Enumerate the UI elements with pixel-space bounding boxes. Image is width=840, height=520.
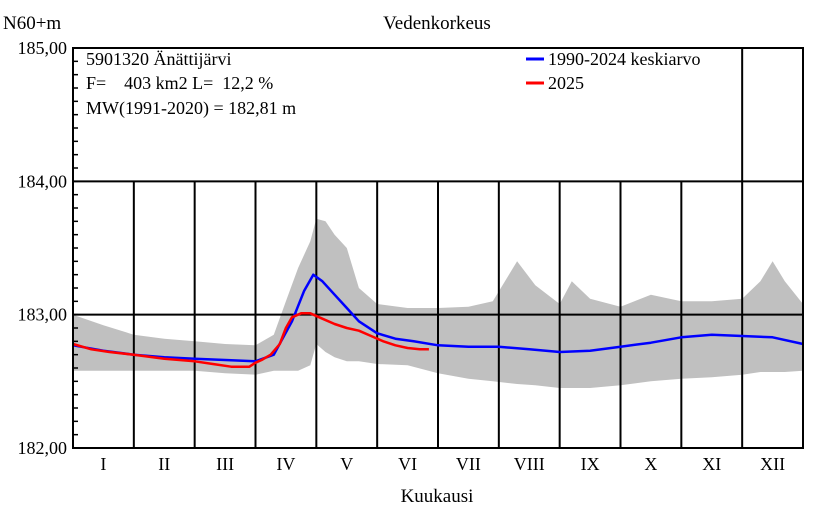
x-tick-label: VI bbox=[398, 454, 417, 474]
x-tick-label: II bbox=[158, 454, 170, 474]
x-tick-label: XI bbox=[702, 454, 721, 474]
x-tick-label: V bbox=[340, 454, 353, 474]
series-line-2025 bbox=[72, 312, 429, 368]
x-tick-label: VIII bbox=[514, 454, 545, 474]
station-area-info: F= 403 km2 L= 12,2 % bbox=[86, 73, 273, 93]
legend-label-2025: 2025 bbox=[548, 73, 584, 93]
legend-label-mean: 1990-2024 keskiarvo bbox=[548, 49, 700, 69]
plot-frame bbox=[72, 47, 804, 449]
x-tick-label: IV bbox=[276, 454, 295, 474]
x-tick-label: XII bbox=[760, 454, 785, 474]
x-tick-label: VII bbox=[456, 454, 481, 474]
x-tick-label: I bbox=[100, 454, 106, 474]
series-line-mean bbox=[72, 273, 804, 363]
y-tick-label: 184,00 bbox=[18, 171, 68, 191]
y-tick-label: 183,00 bbox=[18, 305, 68, 325]
x-tick-label: III bbox=[216, 454, 234, 474]
y-axis-label: N60+m bbox=[3, 13, 61, 34]
y-tick-label: 185,00 bbox=[18, 38, 68, 58]
chart-title: Vedenkorkeus bbox=[383, 13, 491, 34]
x-tick-label: X bbox=[644, 454, 657, 474]
station-name: 5901320 Änättijärvi bbox=[86, 49, 231, 69]
station-mean-level: MW(1991-2020) = 182,81 m bbox=[86, 98, 296, 119]
legend: 1990-2024 keskiarvo 2025 bbox=[526, 49, 700, 93]
x-tick-label: IX bbox=[581, 454, 600, 474]
y-tick-label: 182,00 bbox=[18, 438, 68, 458]
x-axis-label: Kuukausi bbox=[401, 486, 474, 507]
